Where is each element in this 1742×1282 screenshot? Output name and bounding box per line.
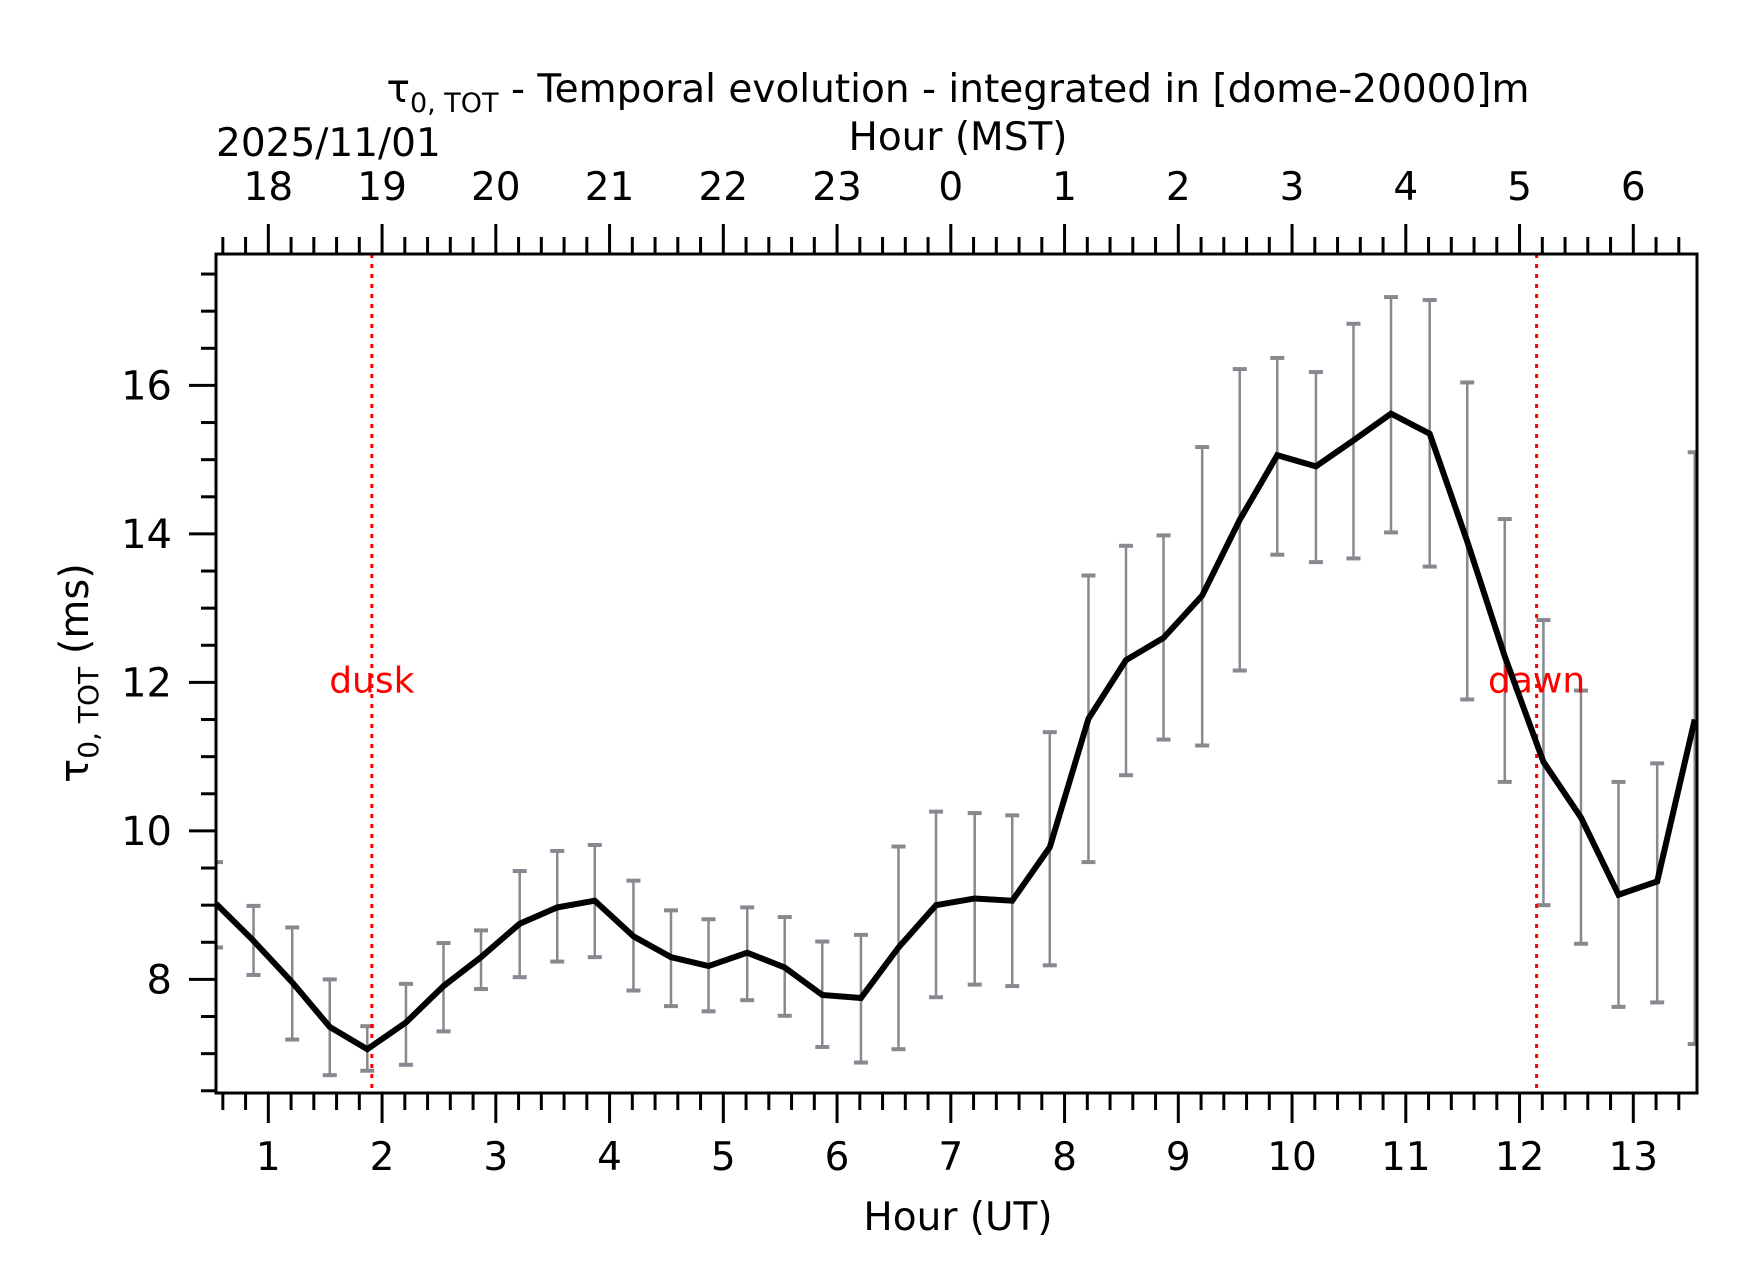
top-x-tick-label: 2 xyxy=(1166,165,1191,210)
x-tick-label: 8 xyxy=(1052,1135,1077,1180)
marker-label-dusk: dusk xyxy=(329,660,414,701)
top-x-tick-label: 18 xyxy=(244,165,294,210)
top-x-tick-label: 4 xyxy=(1393,165,1418,210)
x-tick-label: 12 xyxy=(1495,1135,1545,1180)
x-tick-label: 4 xyxy=(597,1135,622,1180)
title-text: - Temporal evolution - integrated in [do… xyxy=(499,67,1530,112)
x-tick-label: 13 xyxy=(1608,1135,1658,1180)
plot-frame xyxy=(214,252,1699,1095)
y-label-symbol: τ xyxy=(52,759,98,783)
x-tick-label: 1 xyxy=(256,1135,281,1180)
chart-title: τ0, TOT - Temporal evolution - integrate… xyxy=(386,67,1529,119)
top-x-tick-label: 21 xyxy=(585,165,635,210)
x-tick-label: 11 xyxy=(1381,1135,1431,1180)
event-markers: dusk dawn xyxy=(329,254,1585,1093)
x-tick-label: 9 xyxy=(1166,1135,1191,1180)
title-subscript: 0, TOT xyxy=(410,88,499,119)
y-tick-label: 10 xyxy=(121,809,172,855)
y-tick-label: 16 xyxy=(121,363,172,409)
series-line-group xyxy=(216,410,1697,1053)
top-x-tick-label: 0 xyxy=(938,165,963,210)
date-label: 2025/11/01 xyxy=(216,121,441,166)
y-tick-label: 8 xyxy=(147,957,172,1003)
x-tick-label: 10 xyxy=(1267,1135,1317,1180)
title-symbol: τ xyxy=(386,67,409,112)
x-tick-label: 2 xyxy=(370,1135,395,1180)
top-x-tick-label: 5 xyxy=(1507,165,1532,210)
top-x-tick-label: 3 xyxy=(1280,165,1305,210)
y-label-unit: (ms) xyxy=(52,563,98,667)
top-x-tick-label: 1 xyxy=(1052,165,1077,210)
marker-label-dawn: dawn xyxy=(1488,660,1585,701)
top-x-tick-label: 6 xyxy=(1621,165,1646,210)
x-tick-label: 7 xyxy=(938,1135,963,1180)
axes: 1182193204215226237081921031141251368101… xyxy=(121,165,1699,1180)
x-tick-label: 3 xyxy=(483,1135,508,1180)
y-tick-label: 12 xyxy=(121,660,172,706)
y-axis-label: τ0, TOT (ms) xyxy=(52,563,105,783)
top-x-tick-label: 22 xyxy=(698,165,748,210)
top-x-tick-label: 23 xyxy=(812,165,862,210)
top-x-tick-label: 19 xyxy=(357,165,407,210)
top-x-axis-label: Hour (MST) xyxy=(849,115,1068,160)
series-line xyxy=(216,410,1697,1053)
error-bars xyxy=(216,295,1697,1078)
y-label-subscript: 0, TOT xyxy=(72,666,105,759)
top-x-tick-label: 20 xyxy=(471,165,521,210)
x-tick-label: 5 xyxy=(711,1135,736,1180)
x-tick-label: 6 xyxy=(825,1135,850,1180)
y-tick-label: 14 xyxy=(121,512,172,558)
x-axis-label: Hour (UT) xyxy=(863,1195,1052,1240)
